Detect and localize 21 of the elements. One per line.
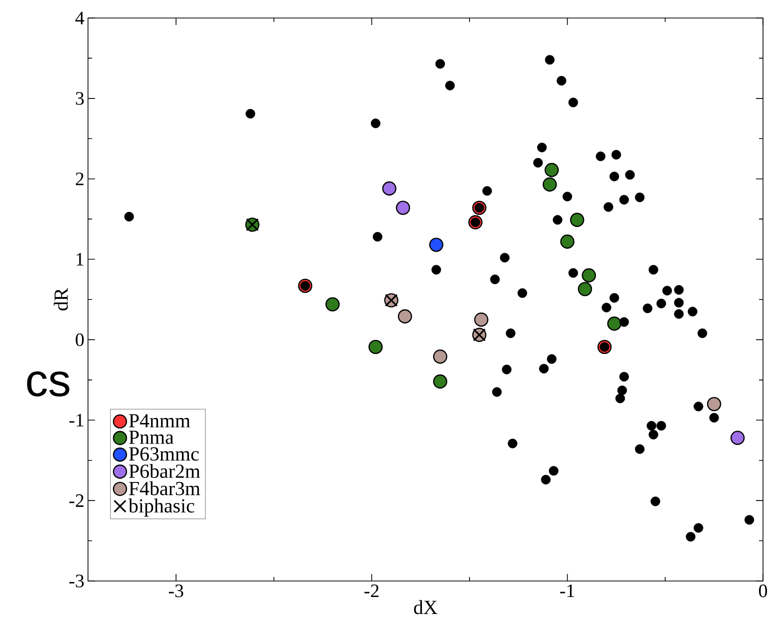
x-tick-label: -3 [168, 584, 184, 598]
legend-label: F4bar3m [129, 481, 200, 496]
y-tick-label: 3 [76, 92, 84, 105]
y-tick-label: 2 [76, 172, 84, 186]
y-tick-label: -3 [69, 574, 84, 588]
legend-label: P4nmm [129, 414, 190, 428]
legend-label: Pnma [129, 430, 174, 444]
legend-label: biphasic [128, 498, 194, 517]
y-tick-label: 0 [76, 333, 84, 346]
legend-label: P63mmc [129, 447, 199, 461]
text: cs [27, 371, 70, 397]
y-axis-title: dR [54, 288, 68, 310]
x-tick-label: -1 [560, 584, 574, 598]
x-axis-title: dX [414, 600, 438, 614]
legend-label: P6bar2m [129, 464, 200, 478]
x-tick-label: 0 [758, 584, 768, 598]
y-tick-label: -1 [69, 414, 84, 426]
y-tick-label: 1 [76, 253, 84, 266]
x-tick-label: -2 [364, 584, 379, 598]
y-tick-label: 4 [75, 12, 84, 24]
y-tick-label: -2 [69, 494, 84, 507]
